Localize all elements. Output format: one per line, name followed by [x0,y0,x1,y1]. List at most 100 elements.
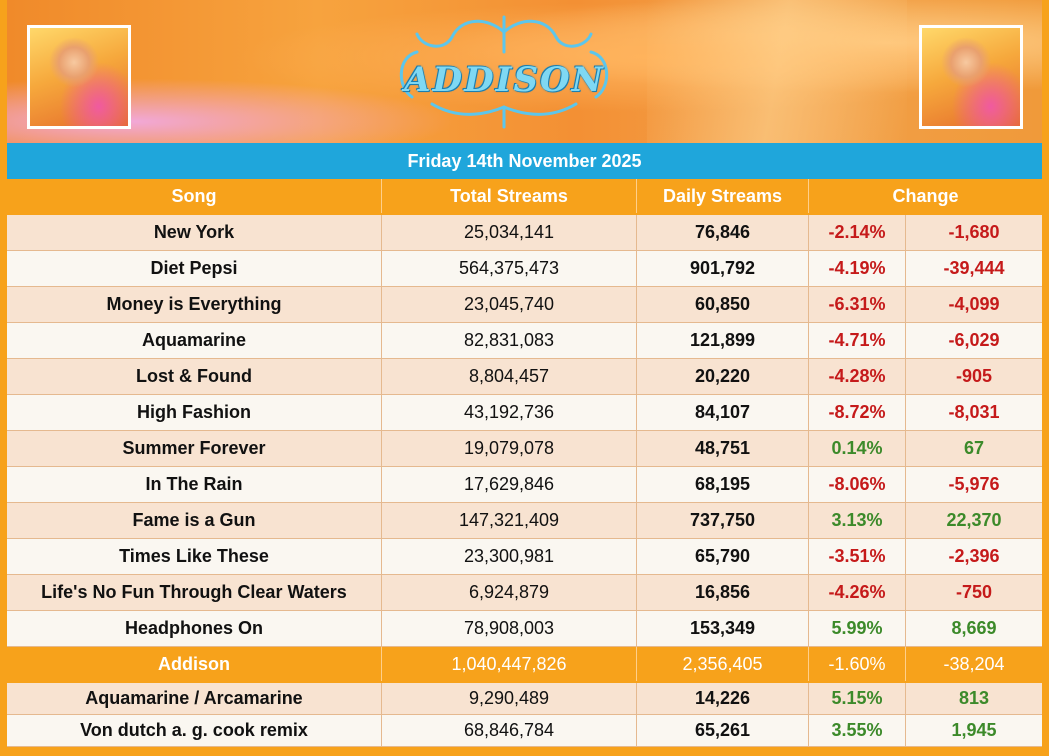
table-row: Headphones On 78,908,003 153,349 5.99% 8,669 [7,611,1042,647]
pct-change: -8.72% [809,395,906,430]
logo-ornament-icon [399,15,609,129]
pct-change: 3.55% [809,715,906,746]
total-streams: 9,290,489 [382,683,637,714]
total-streams: 78,908,003 [382,611,637,646]
total-daily: 2,356,405 [637,647,809,681]
total-streams: 25,034,141 [382,215,637,250]
table-row: Aquamarine / Arcamarine 9,290,489 14,226 5.… [7,683,1042,715]
table-row: Diet Pepsi 564,375,473 901,792 -4.19% -39,44… [7,251,1042,287]
total-streams: 82,831,083 [382,323,637,358]
daily-streams: 68,195 [637,467,809,502]
total-streams: 1,040,447,826 [382,647,637,681]
pct-change: -6.31% [809,287,906,322]
table-row: Money is Everything 23,045,740 60,850 -6.31… [7,287,1042,323]
daily-streams: 16,856 [637,575,809,610]
total-streams: 17,629,846 [382,467,637,502]
daily-streams: 737,750 [637,503,809,538]
header-banner: ADDISON [7,0,1042,143]
delta-change: -1,680 [948,222,1000,242]
delta-change: 1,945 [951,720,997,740]
song-name: Times Like These [7,539,382,574]
total-streams: 43,192,736 [382,395,637,430]
date-bar: Friday 14th November 2025 [7,143,1042,179]
total-streams: 23,300,981 [382,539,637,574]
delta-change: 8,669 [951,618,997,638]
streams-table: Friday 14th November 2025 Song Total Str… [7,143,1042,747]
song-name: Aquamarine / Arcamarine [7,683,382,714]
pct-change: -3.51% [809,539,906,574]
total-row: Addison 1,040,447,826 2,356,405 -1.60% -… [7,647,1042,683]
total-streams: 6,924,879 [382,575,637,610]
song-name: Summer Forever [7,431,382,466]
daily-streams: 20,220 [637,359,809,394]
daily-streams: 14,226 [637,683,809,714]
album-cover-right [919,25,1023,129]
delta-change: -39,444 [943,258,1005,278]
pct-change: -4.19% [809,251,906,286]
total-streams: 564,375,473 [382,251,637,286]
pct-change: -8.06% [809,467,906,502]
song-name: Life's No Fun Through Clear Waters [7,575,382,610]
pct-change: 3.13% [809,503,906,538]
delta-change: -8,031 [948,402,1000,422]
total-streams: 8,804,457 [382,359,637,394]
pct-change: -4.28% [809,359,906,394]
delta-change: 67 [963,438,985,458]
delta-change: -6,029 [948,330,1000,350]
col-header-change: Change [892,185,959,206]
daily-streams: 65,790 [637,539,809,574]
song-name: Money is Everything [7,287,382,322]
pct-change: 5.99% [809,611,906,646]
pct-change: -2.14% [809,215,906,250]
table-row: High Fashion 43,192,736 84,107 -8.72% -8,031 [7,395,1042,431]
table-header-row: Song Total Streams Daily Streams Change [7,179,1042,215]
total-artist: Addison [7,647,382,681]
delta-change: -750 [955,582,993,602]
banner-veil [647,0,907,143]
delta-change: 813 [958,688,990,708]
extra-table-body: Aquamarine / Arcamarine 9,290,489 14,226 5.… [7,683,1042,747]
daily-streams: 121,899 [637,323,809,358]
pct-change: 5.15% [809,683,906,714]
col-header-song: Song [7,179,382,213]
table-row: Summer Forever 19,079,078 48,751 0.14% 67 [7,431,1042,467]
album-cover-left [27,25,131,129]
col-header-daily: Daily Streams [637,179,809,213]
song-name: High Fashion [7,395,382,430]
daily-streams: 153,349 [637,611,809,646]
table-row: Life's No Fun Through Clear Waters 6,924,… [7,575,1042,611]
song-name: New York [7,215,382,250]
table-row: Von dutch a. g. cook remix 68,846,784 65,2… [7,715,1042,747]
daily-streams: 48,751 [637,431,809,466]
table-row: Lost & Found 8,804,457 20,220 -4.28% -905 [7,359,1042,395]
table-row: Aquamarine 82,831,083 121,899 -4.71% -6,029 [7,323,1042,359]
table-row: Fame is a Gun 147,321,409 737,750 3.13% 22,3… [7,503,1042,539]
total-streams: 23,045,740 [382,287,637,322]
daily-streams: 84,107 [637,395,809,430]
col-header-total: Total Streams [382,179,637,213]
table-row: In The Rain 17,629,846 68,195 -8.06% -5,976 [7,467,1042,503]
total-streams: 147,321,409 [382,503,637,538]
total-streams: 19,079,078 [382,431,637,466]
pct-change: -4.26% [809,575,906,610]
song-name: Diet Pepsi [7,251,382,286]
daily-streams: 901,792 [637,251,809,286]
daily-streams: 76,846 [637,215,809,250]
song-name: In The Rain [7,467,382,502]
song-name: Headphones On [7,611,382,646]
total-delta: -38,204 [943,653,1005,674]
addison-logo: ADDISON [392,12,617,132]
total-streams: 68,846,784 [382,715,637,746]
table-row: New York 25,034,141 76,846 -2.14% -1,680 [7,215,1042,251]
table-row: Times Like These 23,300,981 65,790 -3.51% -2… [7,539,1042,575]
daily-streams: 65,261 [637,715,809,746]
logo-text: ADDISON [404,60,605,100]
song-name: Aquamarine [7,323,382,358]
pct-change: 0.14% [809,431,906,466]
table-body: New York 25,034,141 76,846 -2.14% -1,680 Diet… [7,215,1042,647]
daily-streams: 60,850 [637,287,809,322]
total-pct-change: -1.60% [809,647,906,681]
song-name: Lost & Found [7,359,382,394]
delta-change: -4,099 [948,294,1000,314]
